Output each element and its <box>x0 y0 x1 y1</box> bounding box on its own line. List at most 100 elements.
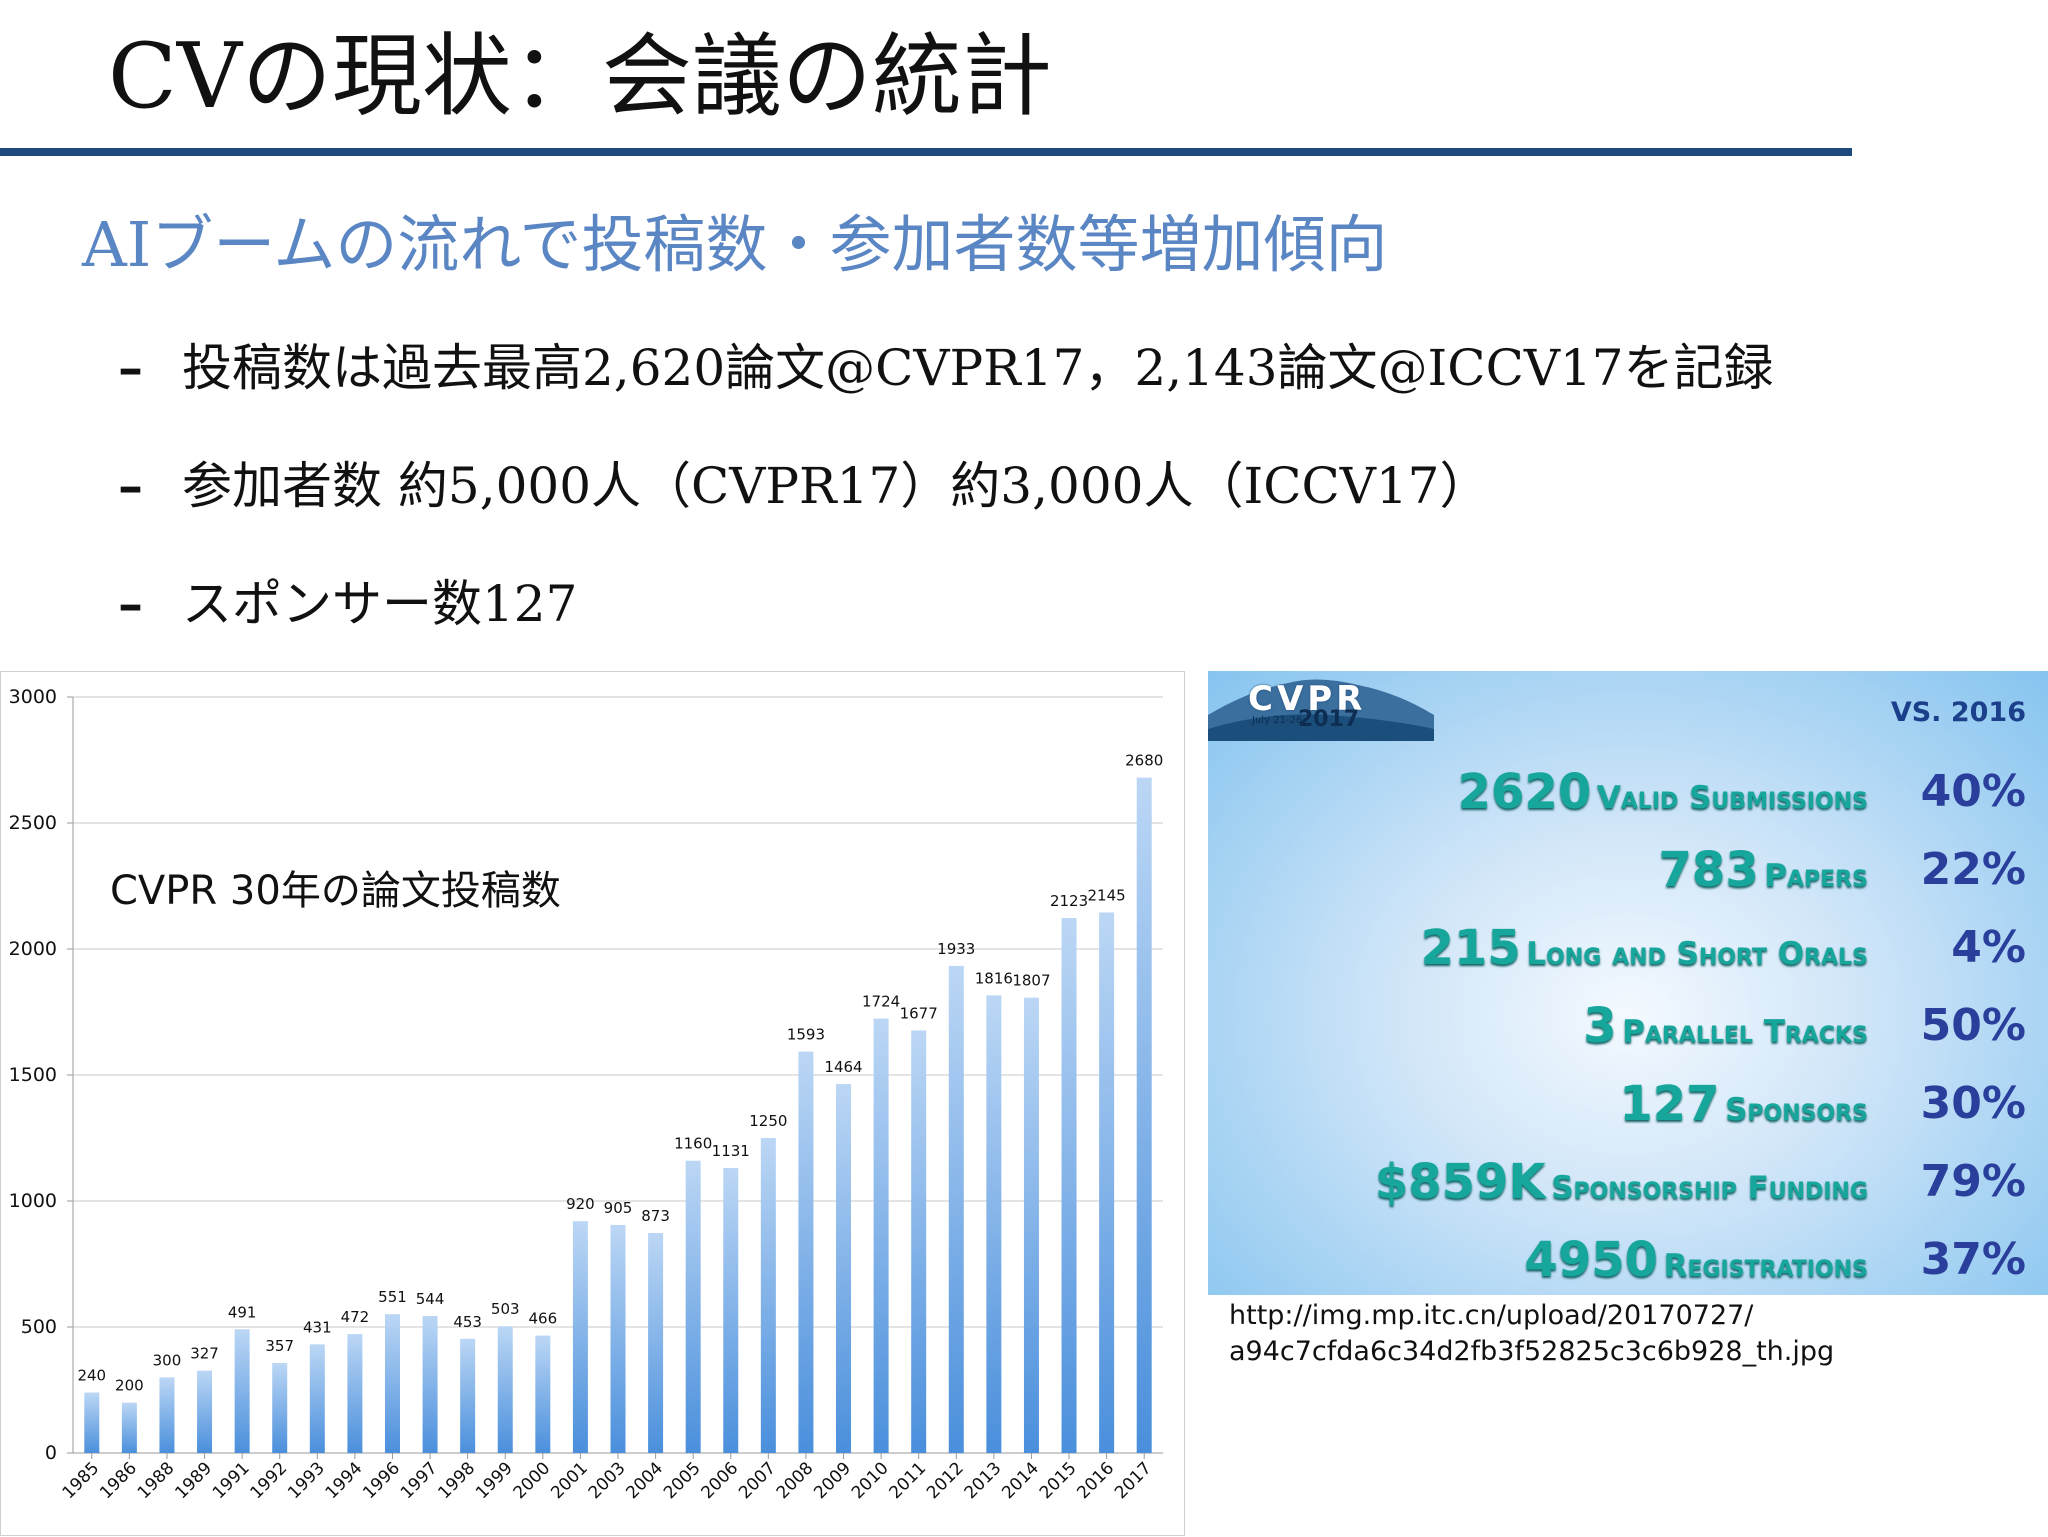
bar-value-label: 503 <box>491 1300 520 1318</box>
cvpr-logo: CVPR July 21-26 2017 <box>1208 671 1434 741</box>
bullet-marker: – <box>118 456 143 515</box>
bar-value-label: 327 <box>190 1345 219 1363</box>
bar <box>197 1370 213 1453</box>
source-url: http://img.mp.itc.cn/upload/20170727/ a9… <box>1229 1298 1834 1370</box>
x-tick-label: 2009 <box>810 1458 855 1503</box>
source-url-line: a94c7cfda6c34d2fb3f52825c3c6b928_th.jpg <box>1229 1336 1835 1367</box>
stat-row: $859K Sponsorship Funding 79% <box>1208 1147 2048 1217</box>
x-tick-label: 2012 <box>923 1458 968 1503</box>
x-tick-label: 1985 <box>59 1458 104 1503</box>
y-tick-label: 3000 <box>9 686 57 708</box>
x-tick-label: 2001 <box>547 1458 592 1503</box>
y-tick-label: 1500 <box>9 1064 57 1086</box>
bar-value-label: 1131 <box>712 1142 750 1160</box>
x-tick-label: 2005 <box>660 1458 705 1503</box>
bar <box>685 1160 701 1453</box>
stat-label: Registrations <box>1663 1248 1868 1284</box>
submissions-bar-chart: 0 500 1000 1500 2000 2500 3000 240 1985 200 1986 30… <box>0 671 1185 1536</box>
bullet-text: 参加者数 約5,000人（CVPR17）約3,000人（ICCV17） <box>182 457 1490 515</box>
bullet-item: – スポンサー数127 <box>118 566 577 642</box>
bar <box>309 1344 325 1453</box>
stat-number: 3 <box>1583 998 1617 1054</box>
bar <box>873 1018 889 1453</box>
bar <box>422 1315 438 1453</box>
logo-text: CVPR <box>1248 679 1367 719</box>
mountain-icon <box>1208 679 1434 741</box>
bar <box>535 1335 551 1453</box>
source-url-line: http://img.mp.itc.cn/upload/20170727/ <box>1229 1300 1754 1331</box>
bar-value-label: 2145 <box>1088 886 1126 904</box>
x-tick-label: 1989 <box>171 1458 216 1503</box>
bar <box>234 1329 250 1453</box>
stat-number: 2620 <box>1457 764 1592 820</box>
logo-dates: July 21-26 <box>1252 715 1303 726</box>
bar <box>648 1233 664 1453</box>
bar-value-label: 491 <box>228 1303 257 1321</box>
bar-value-label: 1250 <box>749 1112 787 1130</box>
chart-title: CVPR 30年の論文投稿数 <box>110 868 561 914</box>
stat-percent: 37% <box>1920 1234 2026 1285</box>
bar-value-label: 1724 <box>862 993 900 1011</box>
x-tick-label: 2014 <box>998 1458 1043 1503</box>
x-tick-label: 1988 <box>134 1458 179 1503</box>
bar <box>1061 918 1077 1453</box>
bar <box>911 1030 927 1453</box>
bar-value-label: 1807 <box>1012 972 1050 990</box>
stat-number: 127 <box>1619 1076 1720 1132</box>
bar <box>948 965 964 1453</box>
x-tick-label: 2000 <box>510 1458 555 1503</box>
x-tick-label: 2016 <box>1073 1458 1118 1503</box>
bullet-text: 投稿数は過去最高2,620論文@CVPR17，2,143論文@ICCV17を記録 <box>182 339 1774 397</box>
x-tick-label: 1997 <box>397 1458 442 1503</box>
stat-text: 4950 Registrations <box>1524 1225 1868 1295</box>
bar <box>84 1392 100 1453</box>
bar <box>460 1338 476 1453</box>
stat-text: 127 Sponsors <box>1619 1069 1868 1150</box>
bar <box>986 995 1002 1453</box>
bar-value-label: 920 <box>566 1195 595 1213</box>
bar-value-label: 1593 <box>787 1026 825 1044</box>
bar-value-label: 453 <box>453 1313 482 1331</box>
x-tick-label: 2010 <box>848 1458 893 1503</box>
x-tick-label: 2008 <box>773 1458 818 1503</box>
x-tick-label: 2003 <box>585 1458 630 1503</box>
x-tick-label: 1992 <box>247 1458 292 1503</box>
bullet-text: スポンサー数127 <box>182 575 578 633</box>
bar <box>347 1334 363 1453</box>
bar-value-label: 357 <box>265 1337 294 1355</box>
bar <box>1136 777 1152 1453</box>
bar <box>836 1084 852 1453</box>
x-tick-label: 1996 <box>359 1458 404 1503</box>
bar <box>760 1138 776 1453</box>
x-tick-label: 2004 <box>622 1458 667 1503</box>
bar-value-label: 873 <box>641 1207 670 1225</box>
stat-percent: 4% <box>1951 922 2026 973</box>
bar <box>121 1402 137 1453</box>
stat-text: $859K Sponsorship Funding <box>1375 1147 1868 1228</box>
stat-number: 783 <box>1658 842 1759 898</box>
bar-value-label: 905 <box>604 1199 633 1217</box>
stat-percent: 50% <box>1920 1000 2026 1051</box>
stat-text: 215 Long and Short Orals <box>1421 913 1868 994</box>
bar-value-label: 431 <box>303 1318 332 1336</box>
bar-value-label: 1933 <box>937 940 975 958</box>
bar-value-label: 2680 <box>1125 752 1163 770</box>
bullet-marker: – <box>118 574 143 633</box>
stat-percent: 40% <box>1920 766 2026 817</box>
stat-text: 3 Parallel Tracks <box>1583 991 1868 1072</box>
stat-row: 2620 Valid Submissions 40% <box>1208 757 2048 827</box>
stat-percent: 79% <box>1920 1156 2026 1207</box>
stat-label: Sponsorship Funding <box>1551 1170 1868 1206</box>
x-tick-label: 2007 <box>735 1458 780 1503</box>
bar-value-label: 544 <box>416 1290 445 1308</box>
bar-value-label: 472 <box>341 1308 370 1326</box>
stat-row: 3 Parallel Tracks 50% <box>1208 991 2048 1061</box>
bullet-item: – 参加者数 約5,000人（CVPR17）約3,000人（ICCV17） <box>118 448 1489 524</box>
stat-label: Sponsors <box>1725 1092 1868 1128</box>
bar-value-label: 240 <box>77 1367 106 1385</box>
stat-number: 4950 <box>1524 1232 1659 1288</box>
stat-text: 2620 Valid Submissions <box>1458 757 1868 838</box>
stat-label: Papers <box>1764 858 1868 894</box>
title-divider <box>0 148 1852 156</box>
x-tick-label: 1986 <box>96 1458 141 1503</box>
